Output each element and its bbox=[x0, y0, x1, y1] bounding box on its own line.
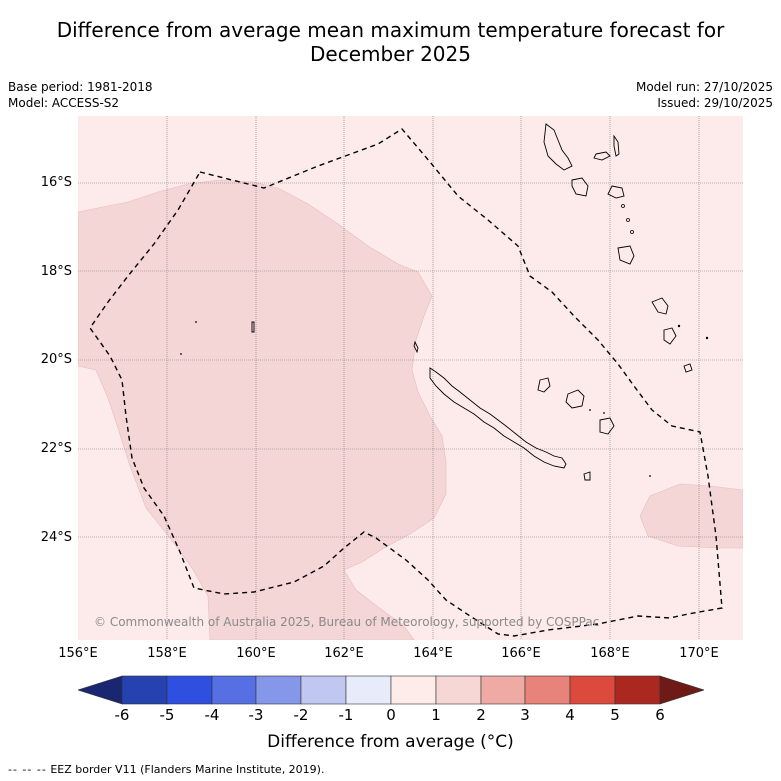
colorbar-bin-1-2 bbox=[435, 675, 482, 705]
lat-label-24s: 24°S bbox=[40, 530, 72, 545]
colorbar-tick-5: 5 bbox=[610, 706, 620, 724]
belep-islands bbox=[413, 340, 419, 354]
vanuatu-pentecost bbox=[607, 185, 625, 199]
islet-west-1 bbox=[195, 321, 197, 323]
vanuatu-islet-4 bbox=[677, 324, 681, 328]
map-title: Difference from average mean maximum tem… bbox=[0, 18, 781, 66]
vanuatu-aneityum bbox=[683, 363, 693, 373]
colorbar-bin-0-1 bbox=[390, 675, 437, 705]
vanuatu-espiritu-santo bbox=[543, 123, 573, 171]
vanuatu-maewo bbox=[613, 134, 620, 157]
loyalty-islands-lifou bbox=[565, 389, 585, 409]
lon-label-168e: 168°E bbox=[590, 646, 630, 661]
copyright-notice: © Commonwealth of Australia 2025, Bureau… bbox=[94, 615, 599, 629]
vanuatu-tanna bbox=[663, 327, 677, 345]
colorbar-extend-low bbox=[78, 675, 123, 705]
islet-west-2 bbox=[180, 353, 182, 355]
colorbar-tick-minus1: -1 bbox=[338, 706, 354, 724]
lon-label-162e: 162°E bbox=[324, 646, 364, 661]
lat-label-20s: 20°S bbox=[40, 352, 72, 367]
colorbar-tick-0: 0 bbox=[386, 706, 396, 724]
colorbar-bin-minus5-minus4 bbox=[166, 675, 213, 705]
colorbar-tick-4: 4 bbox=[565, 706, 575, 724]
eez-legend-dash: -- -- -- bbox=[8, 763, 47, 776]
vanuatu-islet-1 bbox=[621, 204, 625, 208]
islet-east-2 bbox=[603, 412, 605, 414]
map-panel: © Commonwealth of Australia 2025, Bureau… bbox=[78, 116, 743, 640]
base-period: Base period: 1981-2018 bbox=[8, 80, 153, 94]
eez-border bbox=[89, 128, 723, 637]
vanuatu-malekula bbox=[571, 177, 589, 197]
lon-label-156e: 156°E bbox=[58, 646, 98, 661]
title-line-2: December 2025 bbox=[310, 42, 471, 66]
vanuatu-islet-3 bbox=[630, 230, 634, 234]
colorbar-tick-minus2: -2 bbox=[293, 706, 309, 724]
new-caledonia-island bbox=[429, 367, 567, 469]
issued-date: Issued: 29/10/2025 bbox=[657, 96, 773, 110]
lat-label-18s: 18°S bbox=[40, 264, 72, 279]
title-line-1: Difference from average mean maximum tem… bbox=[56, 18, 725, 42]
colorbar-title: Difference from average (°C) bbox=[267, 732, 514, 752]
colorbar-bin-minus4-minus3 bbox=[211, 675, 257, 705]
colorbar-bin-minus1-0 bbox=[345, 675, 392, 705]
colorbar-tick-minus6: -6 bbox=[114, 706, 130, 724]
model-name: Model: ACCESS-S2 bbox=[8, 96, 120, 110]
eez-legend: -- -- -- EEZ border V11 (Flanders Marine… bbox=[8, 763, 324, 776]
chesterfield-islet bbox=[251, 321, 255, 333]
colorbar-bin-minus2-minus1 bbox=[300, 675, 347, 705]
vanuatu-erromango bbox=[651, 297, 669, 315]
colorbar-tick-2: 2 bbox=[476, 706, 486, 724]
vanuatu-ambae bbox=[593, 151, 611, 161]
colorbar-bin-2-3 bbox=[480, 675, 526, 705]
colorbar-extend-high bbox=[659, 675, 704, 705]
colorbar-bin-minus6-minus5 bbox=[121, 675, 168, 705]
metadata-right: Model run: 27/10/2025 Issued: 29/10/2025 bbox=[636, 79, 773, 111]
colorbar-tick-1: 1 bbox=[431, 706, 441, 724]
colorbar-bin-4-5 bbox=[569, 675, 616, 705]
colorbar bbox=[78, 675, 704, 705]
colorbar-tick-6: 6 bbox=[655, 706, 665, 724]
colorbar-tick-3: 3 bbox=[520, 706, 530, 724]
lon-label-158e: 158°E bbox=[147, 646, 187, 661]
eez-legend-text: EEZ border V11 (Flanders Marine Institut… bbox=[50, 763, 325, 776]
anomaly-region-west bbox=[78, 179, 447, 640]
colorbar-bin-3-4 bbox=[524, 675, 571, 705]
colorbar-bin-5-6 bbox=[614, 675, 661, 705]
metadata-left: Base period: 1981-2018 Model: ACCESS-S2 bbox=[8, 79, 153, 111]
lat-label-16s: 16°S bbox=[40, 175, 72, 190]
vanuatu-islet-5 bbox=[705, 336, 709, 340]
lon-label-166e: 166°E bbox=[501, 646, 541, 661]
colorbar-tick-minus4: -4 bbox=[204, 706, 220, 724]
lon-label-160e: 160°E bbox=[236, 646, 276, 661]
islet-east-1 bbox=[589, 409, 591, 411]
colorbar-bin-minus3-minus2 bbox=[255, 675, 302, 705]
loyalty-islands-mare bbox=[599, 417, 615, 435]
lat-label-22s: 22°S bbox=[40, 441, 72, 456]
colorbar-tick-minus3: -3 bbox=[248, 706, 264, 724]
model-run: Model run: 27/10/2025 bbox=[635, 80, 773, 94]
isle-of-pines bbox=[583, 471, 591, 481]
vanuatu-efate bbox=[617, 245, 635, 265]
anomaly-region-east bbox=[639, 483, 743, 549]
islet-east-3 bbox=[649, 475, 651, 477]
graticule bbox=[78, 116, 743, 640]
lon-label-170e: 170°E bbox=[679, 646, 719, 661]
loyalty-islands-ouvea bbox=[537, 377, 551, 393]
lon-label-164e: 164°E bbox=[413, 646, 453, 661]
colorbar-tick-minus5: -5 bbox=[159, 706, 175, 724]
vanuatu-islet-2 bbox=[626, 218, 630, 222]
